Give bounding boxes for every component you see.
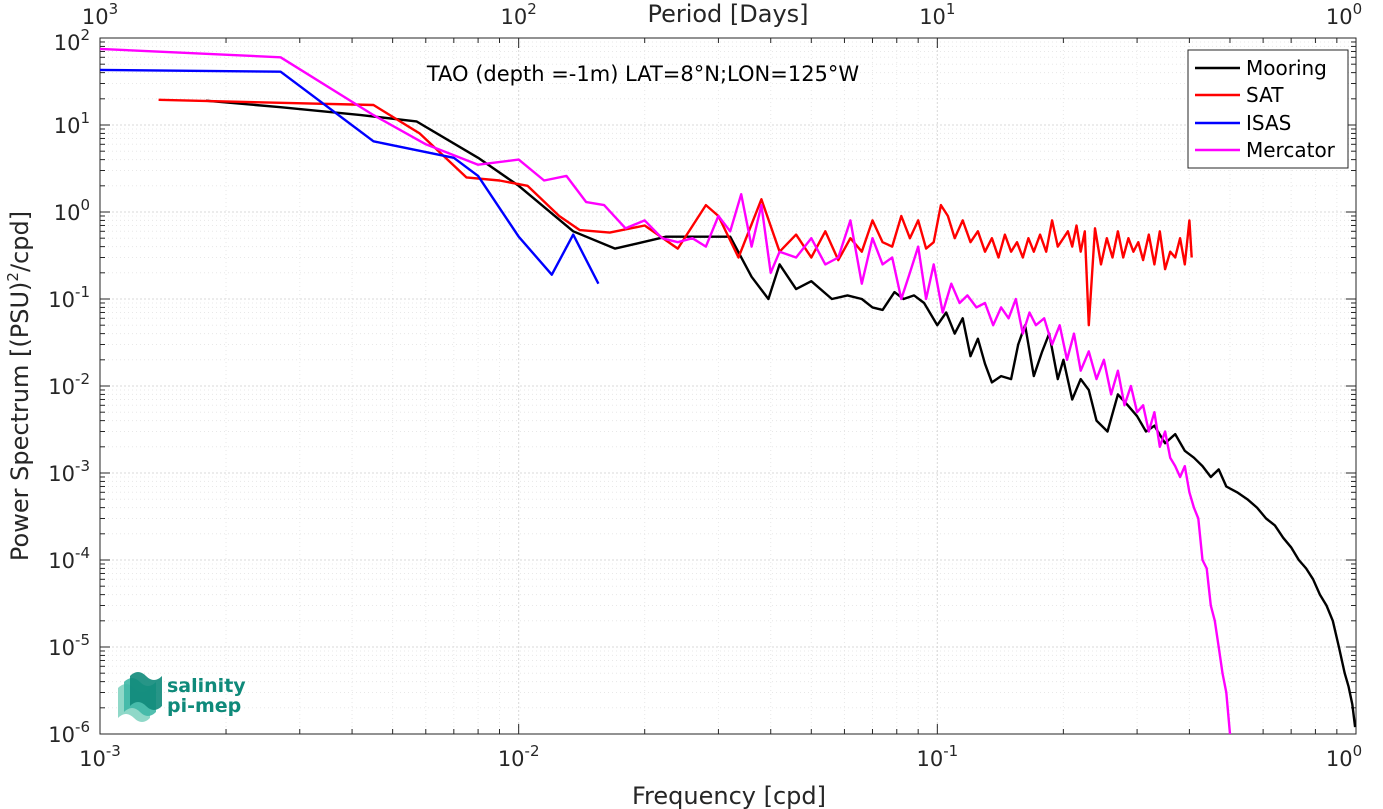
y-axis-label-unit: /cpd]: [6, 211, 34, 272]
tick-marks: [99, 38, 1356, 735]
top-tick-label: 101: [919, 0, 955, 29]
top-x-axis-label: Period [Days]: [647, 0, 808, 28]
y-tick-label: 10-1: [48, 283, 90, 312]
grid-lines: [99, 38, 1356, 735]
legend: Mooring SAT ISAS Mercator: [1187, 49, 1349, 169]
legend-label-sat: SAT: [1246, 83, 1284, 107]
y-axis-label: Power Spectrum [(PSU)2/cpd]: [4, 211, 34, 561]
x-tick-label: 100: [1326, 742, 1362, 771]
y-tick-label: 10-6: [48, 718, 90, 747]
series-line-isas: [99, 68, 600, 285]
logo-text-salinity: salinity: [167, 675, 246, 697]
legend-label-mooring: Mooring: [1246, 56, 1327, 80]
legend-label-mercator: Mercator: [1246, 138, 1336, 162]
top-tick-labels: 103 102 101 100: [82, 0, 1362, 29]
y-tick-label: 100: [54, 196, 90, 225]
x-axis-label: Frequency [cpd]: [632, 782, 826, 809]
y-tick-label: 10-2: [48, 370, 90, 399]
top-tick-label: 102: [501, 0, 537, 29]
x-tick-label: 10-1: [916, 742, 958, 771]
x-tick-label: 10-3: [79, 742, 121, 771]
y-tick-label: 10-3: [48, 457, 90, 486]
y-axis-label-exponent: 2: [4, 272, 22, 282]
series-line-mercator: [99, 47, 1232, 735]
salinity-pimep-logo: salinity pi-mep: [118, 672, 246, 722]
legend-box: [1187, 49, 1349, 169]
y-tick-label: 10-4: [48, 544, 90, 573]
y-tick-label: 102: [54, 26, 90, 55]
chart-title: TAO (depth =-1m) LAT=8°N;LON=125°W: [426, 62, 860, 86]
series-layer: [99, 47, 1357, 735]
legend-label-isas: ISAS: [1246, 111, 1291, 135]
y-tick-label: 101: [54, 109, 90, 138]
y-axis-label-main: Power Spectrum [(PSU): [6, 282, 34, 561]
logo-text-pimep: pi-mep: [167, 695, 241, 717]
series-line-sat: [158, 98, 1193, 327]
logo-wave-dark: [130, 672, 162, 710]
y-tick-labels: 102 101 100 10-1 10-2 10-3 10-4 10-5 10-6: [48, 26, 90, 747]
top-tick-label: 103: [82, 0, 118, 29]
plot-frame: [99, 37, 1357, 735]
y-tick-label: 10-5: [48, 631, 90, 660]
x-tick-label: 10-2: [498, 742, 540, 771]
top-tick-label: 100: [1326, 0, 1362, 29]
x-tick-labels: 10-3 10-2 10-1 100: [79, 742, 1362, 771]
series-line-mooring: [205, 99, 1357, 728]
